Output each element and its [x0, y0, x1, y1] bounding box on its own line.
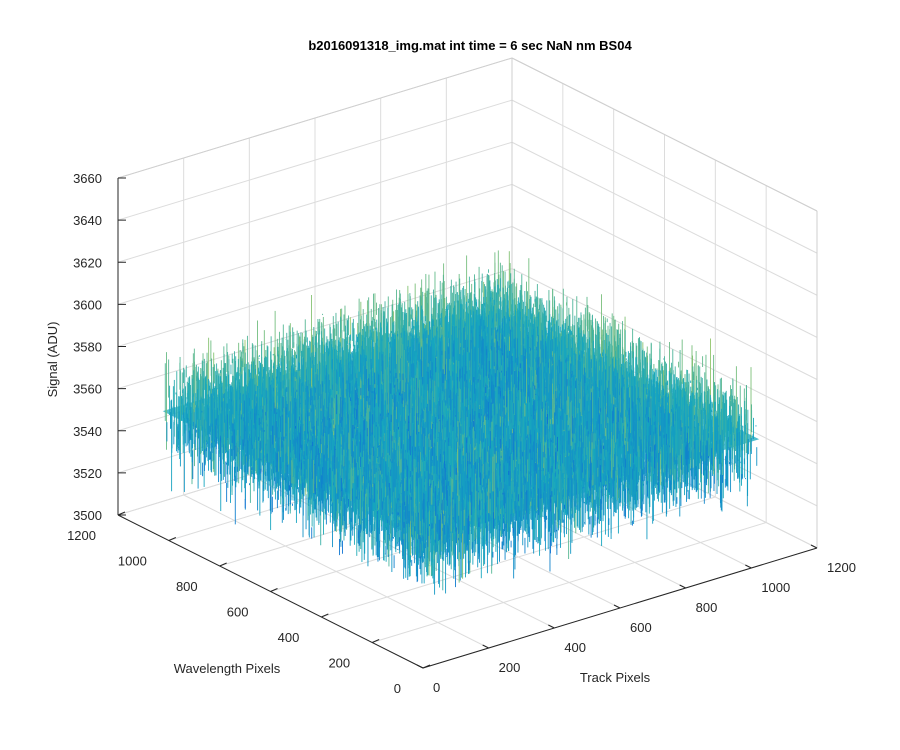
surface-data	[162, 250, 760, 595]
box-edge	[511, 57, 818, 212]
gridline-y	[321, 496, 716, 618]
box-edge	[117, 57, 513, 179]
gridline-y	[372, 522, 767, 643]
chart-title: b2016091318_img.mat int time = 6 sec NaN…	[308, 38, 632, 53]
